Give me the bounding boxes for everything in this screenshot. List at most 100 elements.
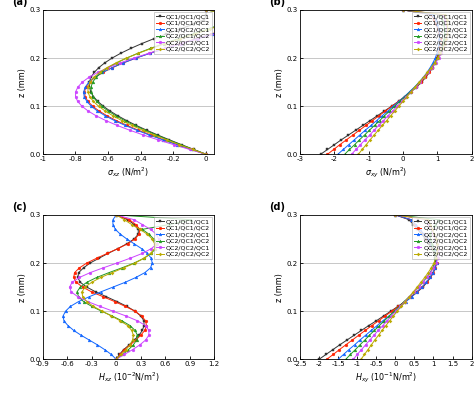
QC2/QC1/QC2: [435, 56, 440, 60]
QC1/QC2/QC1: [374, 118, 379, 123]
QC1/QC2/QC1: [112, 118, 118, 123]
QC2/QC1/QC2: [113, 357, 119, 362]
QC1/QC1/QC2: [324, 357, 329, 362]
QC1/QC2/QC1: [148, 266, 154, 270]
QC2/QC1/QC2: [362, 133, 367, 137]
QC1/QC2/QC1: [241, 12, 247, 17]
QC1/QC1/QC1: [389, 104, 394, 108]
QC1/QC2/QC1: [174, 142, 180, 147]
QC2/QC2/QC1: [417, 80, 423, 85]
QC2/QC2/QC2: [425, 270, 431, 275]
Line: QC2/QC2/QC2: QC2/QC2/QC2: [360, 214, 439, 360]
QC1/QC1/QC1: [374, 318, 379, 323]
QC2/QC2/QC1: [85, 109, 91, 114]
Line: QC1/QC2/QC1: QC1/QC2/QC1: [337, 9, 441, 156]
QC2/QC2/QC1: [398, 304, 403, 309]
QC1/QC1/QC2: [71, 275, 77, 280]
QC2/QC2/QC2: [434, 241, 440, 246]
QC1/QC1/QC2: [133, 56, 139, 60]
QC1/QC1/QC2: [356, 128, 362, 133]
QC1/QC1/QC2: [89, 289, 94, 294]
QC1/QC2/QC1: [113, 357, 119, 362]
QC2/QC1/QC2: [88, 85, 94, 89]
QC1/QC1/QC2: [376, 114, 382, 118]
QC1/QC1/QC2: [120, 60, 126, 65]
QC2/QC1/QC2: [432, 261, 438, 266]
QC1/QC2/QC1: [142, 270, 147, 275]
QC2/QC2/QC2: [358, 357, 364, 362]
QC2/QC2/QC1: [121, 352, 127, 357]
QC2/QC2/QC2: [445, 22, 450, 27]
QC2/QC1/QC2: [77, 285, 83, 289]
QC1/QC1/QC1: [124, 118, 129, 123]
QC2/QC2/QC2: [203, 152, 209, 157]
QC2/QC2/QC1: [433, 60, 438, 65]
QC1/QC2/QC1: [425, 237, 430, 241]
QC1/QC1/QC2: [418, 80, 424, 85]
QC2/QC1/QC2: [228, 17, 234, 22]
QC1/QC2/QC1: [391, 104, 396, 108]
Line: QC2/QC1/QC2: QC2/QC1/QC2: [90, 9, 234, 156]
QC2/QC2/QC1: [444, 32, 450, 37]
QC1/QC2/QC1: [380, 318, 386, 323]
QC1/QC2/QC1: [71, 328, 77, 333]
QC1/QC2/QC1: [409, 217, 414, 222]
QC2/QC2/QC1: [380, 323, 386, 328]
QC2/QC1/QC2: [424, 275, 429, 280]
Line: QC2/QC2/QC2: QC2/QC2/QC2: [87, 9, 235, 156]
QC2/QC2/QC1: [155, 137, 161, 142]
QC1/QC2/QC1: [434, 256, 439, 260]
QC2/QC2/QC2: [396, 104, 402, 108]
QC1/QC1/QC2: [428, 275, 433, 280]
QC1/QC1/QC2: [127, 343, 133, 347]
QC2/QC2/QC1: [118, 60, 123, 65]
QC2/QC1/QC2: [397, 99, 403, 104]
QC2/QC1/QC2: [127, 323, 133, 328]
QC2/QC1/QC2: [189, 217, 194, 222]
QC2/QC1/QC2: [430, 266, 436, 270]
QC2/QC1/QC2: [74, 289, 80, 294]
QC1/QC1/QC1: [84, 285, 90, 289]
QC2/QC2/QC2: [79, 289, 85, 294]
QC2/QC2/QC2: [87, 94, 92, 99]
QC1/QC2/QC1: [203, 8, 209, 12]
QC1/QC1/QC1: [423, 237, 428, 241]
QC1/QC1/QC1: [115, 246, 121, 251]
QC1/QC1/QC2: [408, 217, 414, 222]
QC1/QC2/QC1: [433, 17, 438, 22]
QC2/QC1/QC2: [433, 256, 438, 260]
QC1/QC1/QC1: [124, 241, 130, 246]
QC1/QC1/QC1: [431, 251, 437, 256]
QC2/QC2/QC1: [375, 328, 381, 333]
QC1/QC1/QC2: [162, 46, 167, 51]
QC2/QC1/QC2: [141, 256, 147, 260]
QC2/QC2/QC1: [141, 133, 146, 137]
QC2/QC2/QC2: [121, 217, 127, 222]
QC2/QC2/QC2: [418, 280, 424, 285]
QC2/QC2/QC1: [75, 85, 81, 89]
QC2/QC1/QC2: [130, 343, 136, 347]
QC1/QC2/QC1: [94, 109, 100, 114]
QC1/QC2/QC1: [133, 56, 139, 60]
QC2/QC2/QC2: [356, 152, 361, 157]
QC2/QC2/QC2: [130, 338, 136, 343]
QC2/QC2/QC1: [400, 8, 406, 12]
QC2/QC1/QC2: [372, 123, 377, 128]
QC2/QC2/QC2: [102, 109, 108, 114]
QC2/QC1/QC2: [126, 347, 131, 352]
QC2/QC1/QC2: [122, 118, 128, 123]
QC2/QC1/QC2: [421, 75, 427, 80]
QC1/QC2/QC1: [81, 89, 87, 94]
QC1/QC2/QC1: [423, 280, 429, 285]
QC2/QC2/QC2: [91, 75, 97, 80]
Y-axis label: z (mm): z (mm): [18, 67, 27, 96]
QC1/QC1/QC1: [359, 328, 365, 333]
QC1/QC1/QC2: [343, 343, 349, 347]
QC1/QC1/QC2: [337, 347, 342, 352]
QC2/QC2/QC2: [428, 222, 433, 227]
QC2/QC2/QC1: [131, 56, 137, 60]
QC2/QC2/QC2: [445, 32, 450, 37]
QC1/QC2/QC1: [160, 137, 165, 142]
QC1/QC1/QC1: [428, 12, 434, 17]
QC1/QC1/QC2: [92, 75, 98, 80]
